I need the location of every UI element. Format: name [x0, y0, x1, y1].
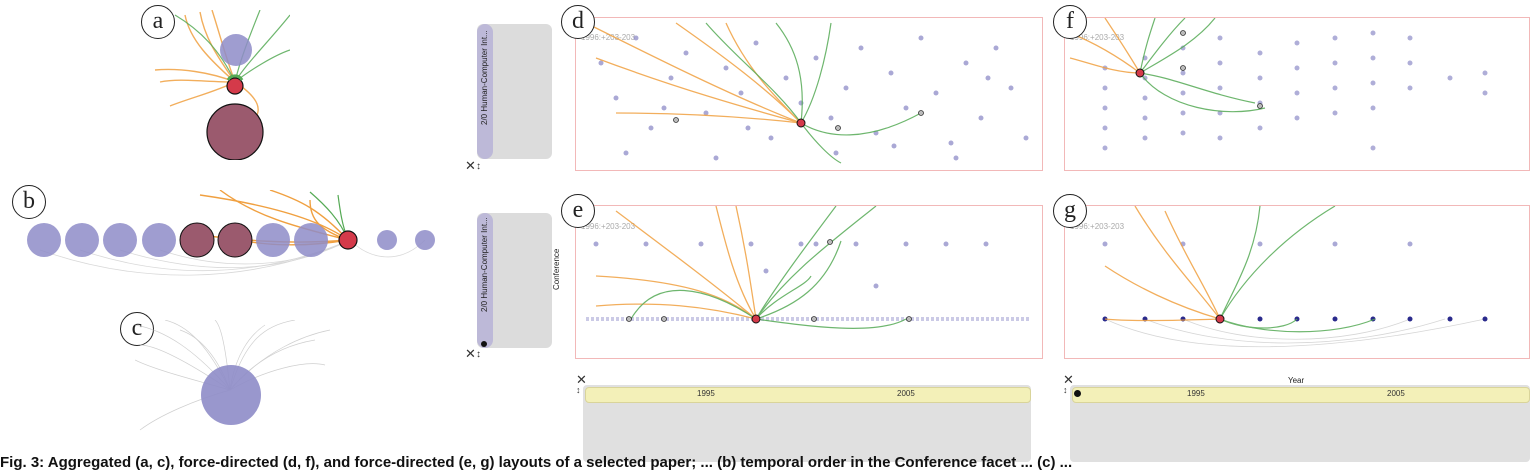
aggregated-view-c — [135, 320, 331, 431]
panel-g — [1064, 205, 1530, 359]
force-layout-g — [1102, 206, 1488, 348]
label-g: g — [1053, 194, 1087, 228]
panel-d — [575, 17, 1043, 171]
timeline-tick: 2005 — [897, 389, 915, 398]
label-a: a — [141, 5, 175, 39]
dot-icon — [481, 341, 487, 347]
facet-tab-top[interactable] — [477, 24, 493, 159]
close-icon[interactable]: ✕ — [1063, 372, 1074, 387]
aggregated-view-b — [27, 190, 435, 276]
close-icon[interactable]: ✕ — [465, 346, 476, 361]
label-e: e — [561, 194, 595, 228]
timeline-slider-right[interactable] — [1072, 387, 1530, 403]
label-c: c — [120, 312, 154, 346]
timeline-tick: 2005 — [1387, 389, 1405, 398]
resize-icon[interactable]: ↕ — [476, 349, 481, 360]
pinned-node-label: 1996:+203-203 — [581, 33, 636, 42]
timeline-tick: 1995 — [697, 389, 715, 398]
facet-tab-top-label: 2/0 Human-Computer Int... — [480, 30, 489, 125]
label-d: d — [561, 5, 595, 39]
force-layout-d — [585, 22, 1029, 164]
facet-tab-bottom[interactable] — [477, 213, 493, 348]
dot-icon — [1074, 390, 1081, 397]
timeline-tick: 1995 — [1187, 389, 1205, 398]
timeline-slider-left[interactable] — [585, 387, 1031, 403]
pinned-node-label: 1996:+203-203 — [1070, 222, 1125, 231]
facet-tab-bottom-label: 2/0 Human-Computer Int... — [480, 217, 489, 312]
force-layout-e — [586, 206, 1031, 329]
resize-icon[interactable]: ↕ — [576, 385, 581, 395]
force-layout-f — [1069, 18, 1488, 151]
label-b: b — [12, 185, 46, 219]
year-axis-label: Year — [1288, 376, 1305, 385]
pinned-node-label: 1996:+203-203 — [1070, 33, 1125, 42]
close-icon[interactable]: ✕ — [465, 158, 476, 173]
aggregated-view-a — [154, 10, 290, 160]
label-f: f — [1053, 5, 1087, 39]
pinned-node-label: 1996:+203-203 — [581, 222, 636, 231]
close-icon[interactable]: ✕ — [576, 372, 587, 387]
conference-axis-label: Conference — [552, 248, 561, 290]
figure-caption: Fig. 3: Aggregated (a, c), force-directe… — [0, 454, 1073, 471]
resize-icon[interactable]: ↕ — [1063, 385, 1068, 395]
resize-icon[interactable]: ↕ — [476, 161, 481, 172]
